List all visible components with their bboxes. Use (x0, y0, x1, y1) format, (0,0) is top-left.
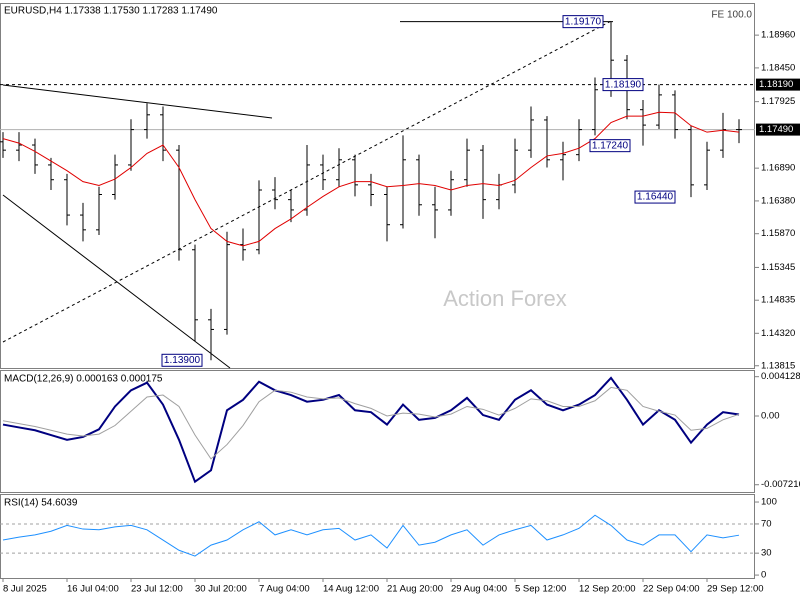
chart-title: EURUSD,H4 1.17338 1.17530 1.17283 1.1749… (4, 6, 218, 17)
annotation-box (562, 15, 604, 29)
annotation-box (161, 353, 203, 367)
x-tick-label: 16 Jul 04:00 (67, 584, 119, 595)
y-tick-label: -0.007216 (761, 479, 800, 490)
x-tick-label: 22 Sep 04:00 (643, 584, 700, 595)
annotation-label: 1.16440 (637, 192, 674, 203)
x-tick-label: 14 Aug 12:00 (323, 584, 379, 595)
y-tick-label: 1.13815 (761, 360, 795, 371)
y-tick-label: 1.18450 (761, 62, 795, 73)
macd-signal (2, 386, 740, 460)
y-tick-label: 1.17925 (761, 96, 795, 107)
y-tick-label: 1.14320 (761, 328, 795, 339)
y-tick-label: 1.14835 (761, 295, 795, 306)
x-tick-label: 7 Aug 04:00 (259, 584, 310, 595)
y-tick-label: 1.16380 (761, 195, 795, 206)
x-tick-label: 29 Sep 12:00 (707, 584, 764, 595)
y-tick-label: 1.15870 (761, 228, 795, 239)
y-tick-label: 30 (761, 548, 772, 559)
watermark: Action Forex (443, 286, 567, 311)
y-tick-label: 1.16890 (761, 163, 795, 174)
macd-title: MACD(12,26,9) 0.000163 0.000175 (4, 374, 163, 385)
last-price-label: 1.17490 (759, 124, 793, 135)
annotation-label: 1.19170 (565, 16, 602, 27)
x-tick-label: 5 Sep 12:00 (515, 584, 566, 595)
y-tick-label: 1.18960 (761, 30, 795, 41)
annotation-box (602, 78, 644, 92)
level-price-label-box (756, 78, 800, 91)
y-tick-label: 100 (761, 497, 777, 508)
main-panel (0, 3, 755, 369)
x-tick-label: 30 Jul 20:00 (195, 584, 247, 595)
x-tick-label: 12 Sep 20:00 (579, 584, 636, 595)
macd-panel (0, 370, 755, 493)
annotation-box (634, 190, 676, 204)
fe-label: FE 100.0 (711, 10, 752, 21)
annotation-label: 1.13900 (164, 355, 201, 366)
y-tick-label: 70 (761, 518, 772, 529)
trend-line (2, 84, 273, 119)
x-tick-label: 21 Aug 20:00 (387, 584, 443, 595)
channel-line (2, 19, 614, 343)
annotation-label: 1.18190 (605, 79, 642, 90)
annotation-label: 1.17240 (592, 140, 629, 151)
rsi-line (2, 514, 740, 557)
level-price-label: 1.18190 (759, 79, 793, 90)
x-tick-label: 29 Aug 04:00 (451, 584, 507, 595)
macd-line (2, 376, 740, 484)
x-tick-label: 8 Jul 2025 (3, 584, 47, 595)
last-price-label-box (756, 123, 800, 136)
x-tick-label: 23 Jul 12:00 (131, 584, 183, 595)
y-tick-label: 1.15345 (761, 262, 795, 273)
annotation-box (589, 139, 631, 153)
y-tick-label: 0 (761, 570, 766, 581)
trend-line (2, 194, 231, 369)
rsi-title: RSI(14) 54.6039 (4, 498, 78, 509)
moving-average (2, 111, 740, 247)
y-tick-label: 0.00 (761, 411, 780, 422)
y-tick-label: 0.004128 (761, 371, 800, 382)
